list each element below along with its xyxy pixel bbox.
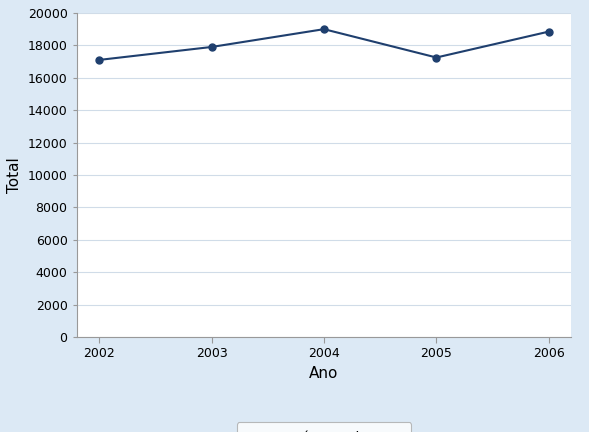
- Y-axis label: Total: Total: [7, 157, 22, 193]
- Legend: Número de AIHs: Número de AIHs: [237, 422, 411, 432]
- Line: Número de AIHs: Número de AIHs: [95, 25, 552, 64]
- X-axis label: Ano: Ano: [309, 366, 339, 381]
- Número de AIHs: [433, 55, 440, 60]
- Número de AIHs: [545, 29, 552, 34]
- Número de AIHs: [208, 44, 215, 50]
- Número de AIHs: [95, 57, 102, 63]
- Número de AIHs: [320, 27, 327, 32]
